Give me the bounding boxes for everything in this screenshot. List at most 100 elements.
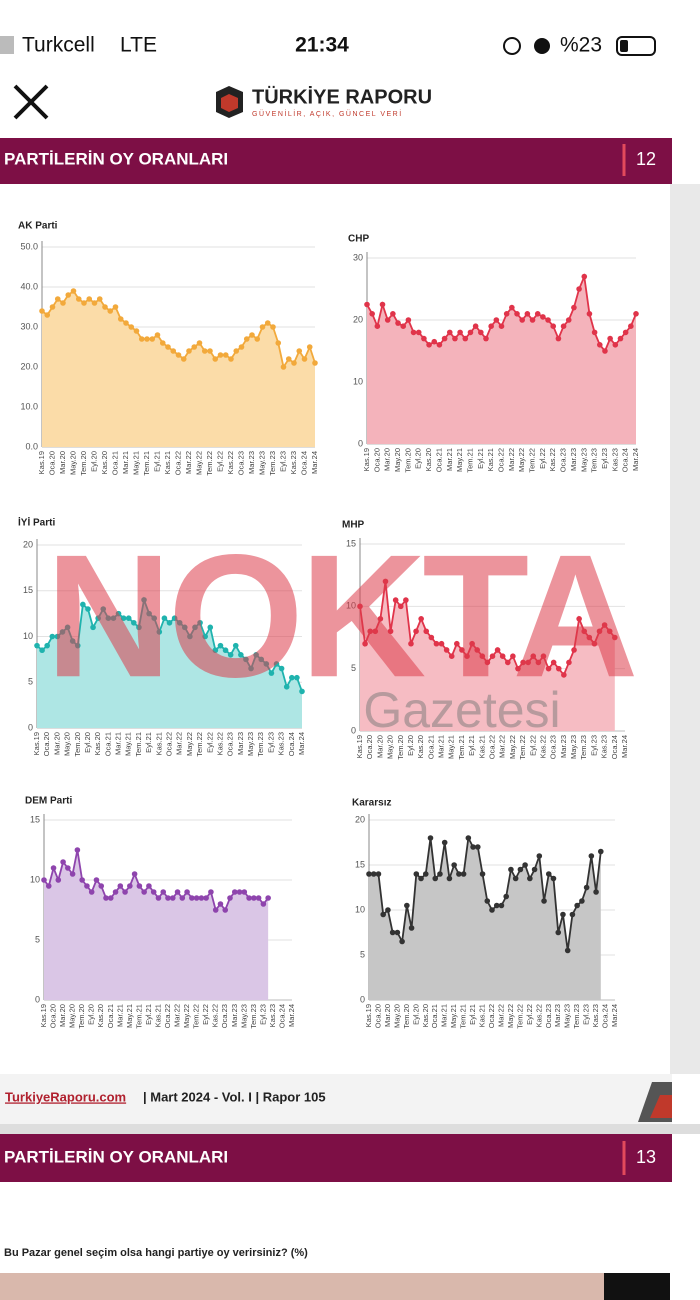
point [107,308,114,314]
x-tick-label: Mar.20 [58,451,67,474]
x-tick-label: Eyl.22 [201,1004,210,1025]
point [255,895,262,901]
point [165,344,171,350]
point [586,311,593,317]
x-tick-label: Oca.22 [163,1004,172,1028]
point [392,597,399,603]
point [131,871,138,877]
point [249,332,255,338]
x-tick-label: Kas.22 [534,1004,543,1027]
point [222,907,229,913]
area [369,838,601,1000]
x-tick-label: Eyl.21 [144,1004,153,1025]
point [421,335,427,342]
point [377,616,384,622]
x-tick-label: Eyl.23 [266,732,275,753]
point [601,622,608,628]
footer-link[interactable]: TurkiyeRaporu.com [5,1089,126,1104]
point [93,877,100,883]
point [550,875,557,882]
y-tick-label: 10 [30,874,40,884]
x-tick-label: Tem.21 [465,448,474,473]
x-tick-label: Eyl.20 [411,1004,420,1025]
point [517,866,524,873]
point [397,603,404,610]
point [499,653,506,659]
lock-icon [503,37,521,55]
point [387,628,394,635]
point [555,335,562,342]
watermark-sub: Gazetesi [363,682,560,738]
x-tick-label: Eyl.21 [144,732,153,753]
point [238,344,245,350]
point [44,642,50,649]
point [460,871,467,877]
point [530,653,537,659]
point [69,638,76,644]
clock: 21:34 [295,34,349,57]
chart-title: DEM Parti [25,796,72,807]
point [86,296,93,302]
y-tick-label: 0 [351,725,356,735]
y-tick-label: 15 [23,585,33,595]
point [489,907,495,913]
point [231,889,238,895]
point [462,335,469,342]
point [384,317,391,323]
x-tick-label: Oca.22 [164,732,173,756]
point [74,642,81,649]
point [203,895,209,901]
point [105,615,112,621]
point [612,634,618,641]
point [246,895,252,901]
point [448,653,455,659]
point [508,866,514,873]
section-title: PARTİLERİN OY ORANLARI [4,149,228,168]
point [232,642,239,649]
point [443,647,450,653]
point [617,335,624,342]
point [60,859,66,865]
point [160,889,167,895]
point [598,848,604,855]
x-tick-label: Mar.23 [247,451,256,474]
point [602,348,608,354]
x-tick-label: May.21 [455,448,464,472]
y-tick-label: 15 [346,538,356,548]
x-tick-label: Tem.23 [256,732,265,757]
x-tick-label: Kas.21 [163,451,172,474]
x-tick-label: Mar.24 [610,1004,619,1027]
point [545,871,552,877]
point [55,877,62,883]
point [191,344,198,350]
point [498,902,505,909]
point [436,342,443,348]
x-tick-label: Eyl.22 [215,451,224,472]
point [555,665,562,672]
point [574,902,580,909]
point [581,628,588,635]
point [464,653,470,659]
x-tick-label: May.20 [393,448,402,472]
footer-bar [0,1074,672,1124]
point [100,606,107,612]
point [169,895,176,901]
point [54,633,61,640]
point [415,329,422,336]
point [174,889,181,895]
point [437,871,443,877]
point [484,659,491,666]
point [149,336,156,342]
x-tick-label: Oca.21 [103,732,112,756]
x-tick-label: May.21 [447,735,456,759]
point [39,308,45,314]
point [170,348,177,354]
x-tick-label: Mar.22 [498,735,507,758]
x-tick-label: Eyl.20 [89,451,98,472]
close-button[interactable] [13,84,49,120]
image-strip-dark [604,1273,670,1300]
x-tick-label: Tem.22 [518,735,527,760]
x-tick-label: Tem.20 [403,448,412,473]
point [531,866,538,873]
point [296,348,303,354]
